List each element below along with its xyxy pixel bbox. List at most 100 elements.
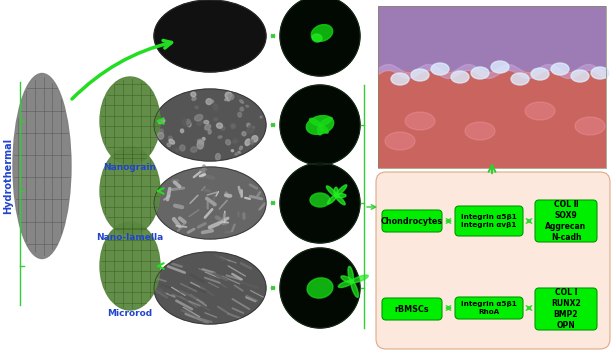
Ellipse shape [306, 115, 334, 134]
Ellipse shape [226, 140, 230, 145]
Ellipse shape [511, 73, 529, 85]
Text: Nano-lamella: Nano-lamella [96, 233, 163, 243]
FancyBboxPatch shape [382, 298, 442, 320]
Ellipse shape [451, 71, 469, 83]
Ellipse shape [216, 153, 220, 160]
Ellipse shape [13, 73, 71, 258]
Bar [378, 6, 606, 168]
Bar [378, 71, 606, 168]
Text: Integrin α5β1
Integrin αvβ1: Integrin α5β1 Integrin αvβ1 [461, 214, 517, 228]
Ellipse shape [154, 89, 266, 161]
Text: Hydrothermal: Hydrothermal [3, 138, 13, 214]
Ellipse shape [187, 121, 191, 127]
Ellipse shape [213, 104, 218, 110]
Ellipse shape [168, 136, 173, 140]
Ellipse shape [247, 125, 254, 134]
Ellipse shape [531, 68, 549, 80]
Ellipse shape [158, 119, 165, 124]
FancyBboxPatch shape [455, 297, 523, 319]
Ellipse shape [575, 117, 605, 135]
Ellipse shape [206, 99, 212, 105]
Ellipse shape [195, 114, 203, 121]
Circle shape [280, 163, 360, 243]
Bar [378, 6, 606, 71]
Text: Integrin α5β1
RhoA: Integrin α5β1 RhoA [461, 301, 517, 315]
Ellipse shape [100, 222, 160, 310]
Ellipse shape [309, 118, 320, 126]
Ellipse shape [227, 98, 230, 101]
Ellipse shape [198, 139, 204, 144]
Ellipse shape [197, 140, 203, 149]
Ellipse shape [217, 123, 222, 128]
Ellipse shape [341, 276, 353, 283]
Text: Microrod: Microrod [107, 309, 152, 318]
Ellipse shape [591, 67, 609, 79]
Ellipse shape [252, 127, 255, 128]
Ellipse shape [197, 121, 201, 125]
Ellipse shape [100, 77, 160, 165]
FancyBboxPatch shape [376, 172, 610, 349]
Ellipse shape [311, 25, 333, 41]
Ellipse shape [351, 280, 359, 297]
Ellipse shape [181, 129, 184, 133]
Ellipse shape [317, 125, 322, 135]
Ellipse shape [312, 34, 322, 42]
Ellipse shape [327, 195, 337, 204]
Ellipse shape [230, 124, 236, 129]
Ellipse shape [571, 70, 589, 82]
Ellipse shape [154, 167, 266, 239]
Ellipse shape [238, 151, 241, 153]
Ellipse shape [182, 119, 190, 126]
Ellipse shape [237, 96, 241, 100]
Ellipse shape [338, 280, 354, 287]
Ellipse shape [465, 122, 495, 140]
Ellipse shape [335, 185, 347, 197]
Ellipse shape [228, 94, 234, 100]
Ellipse shape [247, 123, 251, 127]
Ellipse shape [551, 63, 569, 75]
Ellipse shape [335, 194, 346, 198]
FancyBboxPatch shape [382, 210, 442, 232]
Ellipse shape [250, 140, 254, 144]
Ellipse shape [525, 102, 555, 120]
Ellipse shape [235, 153, 238, 155]
Ellipse shape [100, 147, 160, 235]
Ellipse shape [180, 145, 185, 151]
Ellipse shape [195, 106, 198, 109]
Ellipse shape [471, 67, 489, 79]
Ellipse shape [233, 141, 236, 143]
Ellipse shape [310, 193, 330, 207]
Text: rBMSCs: rBMSCs [395, 305, 429, 313]
Ellipse shape [202, 138, 205, 140]
Ellipse shape [209, 100, 214, 103]
Ellipse shape [176, 148, 179, 152]
Ellipse shape [260, 116, 262, 118]
Ellipse shape [214, 118, 218, 121]
Ellipse shape [307, 278, 333, 298]
Ellipse shape [187, 119, 190, 124]
Ellipse shape [240, 107, 244, 111]
FancyBboxPatch shape [455, 206, 523, 236]
Ellipse shape [320, 125, 328, 133]
Ellipse shape [191, 147, 197, 152]
Ellipse shape [385, 132, 415, 150]
Ellipse shape [238, 112, 241, 117]
Ellipse shape [154, 252, 266, 324]
Ellipse shape [431, 63, 449, 75]
Ellipse shape [348, 266, 354, 283]
Ellipse shape [225, 98, 228, 101]
Ellipse shape [167, 143, 171, 147]
Ellipse shape [225, 92, 231, 98]
Ellipse shape [159, 129, 163, 134]
Bar [378, 6, 606, 168]
Ellipse shape [391, 73, 409, 85]
Ellipse shape [218, 136, 222, 138]
Ellipse shape [411, 69, 429, 81]
Ellipse shape [334, 187, 338, 196]
Ellipse shape [169, 139, 174, 144]
Ellipse shape [204, 124, 211, 130]
Ellipse shape [239, 146, 243, 150]
FancyBboxPatch shape [535, 288, 597, 330]
Ellipse shape [191, 92, 196, 97]
Ellipse shape [327, 186, 337, 197]
